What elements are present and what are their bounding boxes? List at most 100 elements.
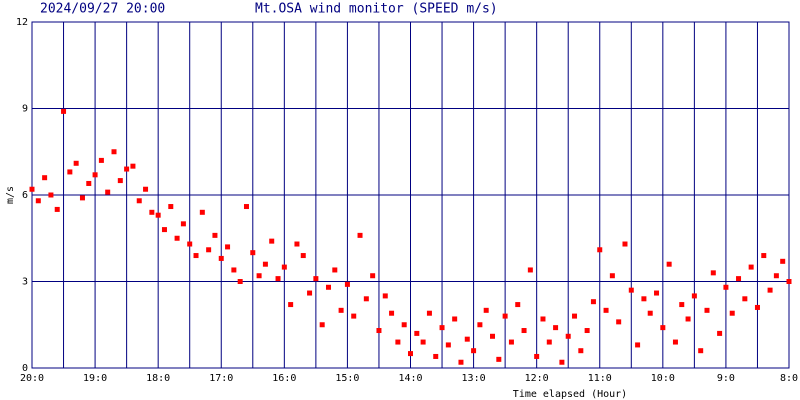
data-point [452,316,458,322]
data-point [540,316,546,322]
data-point [29,186,35,192]
y-tick-label: 6 [22,190,28,201]
data-point [647,310,653,316]
data-point [628,287,634,293]
data-point [786,279,792,284]
data-point [130,163,136,169]
data-point [464,336,470,342]
data-point [206,247,212,253]
data-point [243,204,249,210]
data-point [666,261,672,267]
data-point [729,310,735,316]
data-point [408,351,413,357]
y-tick-label: 3 [22,277,28,288]
x-tick-label: 14:0 [398,373,422,384]
data-point [565,333,571,339]
data-point [73,160,79,166]
data-point [111,149,117,155]
x-tick-label: 17:0 [209,373,233,384]
y-tick-label: 12 [16,17,28,28]
data-point [42,175,48,181]
data-point [660,325,666,331]
data-point [149,209,155,215]
data-point [603,307,609,313]
y-axis-label: m/s [5,186,16,204]
data-point [307,290,313,296]
data-point [672,339,678,345]
data-point [54,206,60,212]
data-point [143,186,149,192]
data-point [761,253,767,259]
data-point [471,348,477,354]
data-point [325,284,331,290]
y-tick-label: 9 [22,104,28,115]
x-tick-label: 15:0 [335,373,359,384]
data-point [344,281,350,287]
data-point [420,339,426,345]
data-point [710,270,716,276]
data-point [161,227,167,233]
data-point [193,253,199,259]
data-point [736,276,742,282]
data-point [748,264,754,270]
data-point [679,302,685,308]
data-point [477,322,483,328]
data-point [433,353,439,359]
data-point [685,316,691,322]
data-point [553,325,559,331]
data-point [584,328,590,334]
data-point [199,209,205,215]
data-point [534,353,540,359]
data-point [262,261,268,267]
data-point [231,267,237,273]
data-point [754,304,760,310]
data-point [704,307,710,313]
data-point [269,238,275,244]
data-point [105,189,111,195]
data-point [275,276,281,282]
data-point [174,235,180,241]
data-point [363,296,369,302]
data-point [155,212,161,218]
x-tick-label: 12:0 [525,373,549,384]
data-point [546,339,552,345]
data-point [654,290,660,296]
x-tick-label: 16:0 [272,373,296,384]
data-point [319,322,325,328]
data-point [288,302,294,308]
data-point [168,204,174,210]
data-point [401,322,407,328]
data-point [515,302,521,308]
data-point [382,293,388,299]
data-point [370,273,376,279]
data-point [389,310,395,316]
x-tick-label: 8:0 [780,373,798,384]
data-point [742,296,748,302]
data-point [294,241,300,247]
data-point [376,328,382,334]
chart-date: 2024/09/27 20:00 [40,2,165,17]
data-point [98,157,104,163]
data-point [117,178,123,184]
data-point [92,172,98,178]
data-point [67,169,73,175]
data-point [300,253,306,259]
data-point [717,330,723,336]
data-point [559,359,565,365]
data-point [256,273,262,279]
data-point [609,273,615,279]
x-tick-label: 10:0 [651,373,675,384]
data-point [698,348,704,354]
data-point [357,232,363,238]
data-point [483,307,489,313]
data-point [35,198,41,204]
x-tick-label: 11:0 [588,373,612,384]
data-point [351,313,357,319]
data-point [641,296,647,302]
x-tick-label: 13:0 [462,373,486,384]
data-point [395,339,401,345]
data-point [237,279,243,284]
data-point [458,359,464,365]
data-point [439,325,445,331]
